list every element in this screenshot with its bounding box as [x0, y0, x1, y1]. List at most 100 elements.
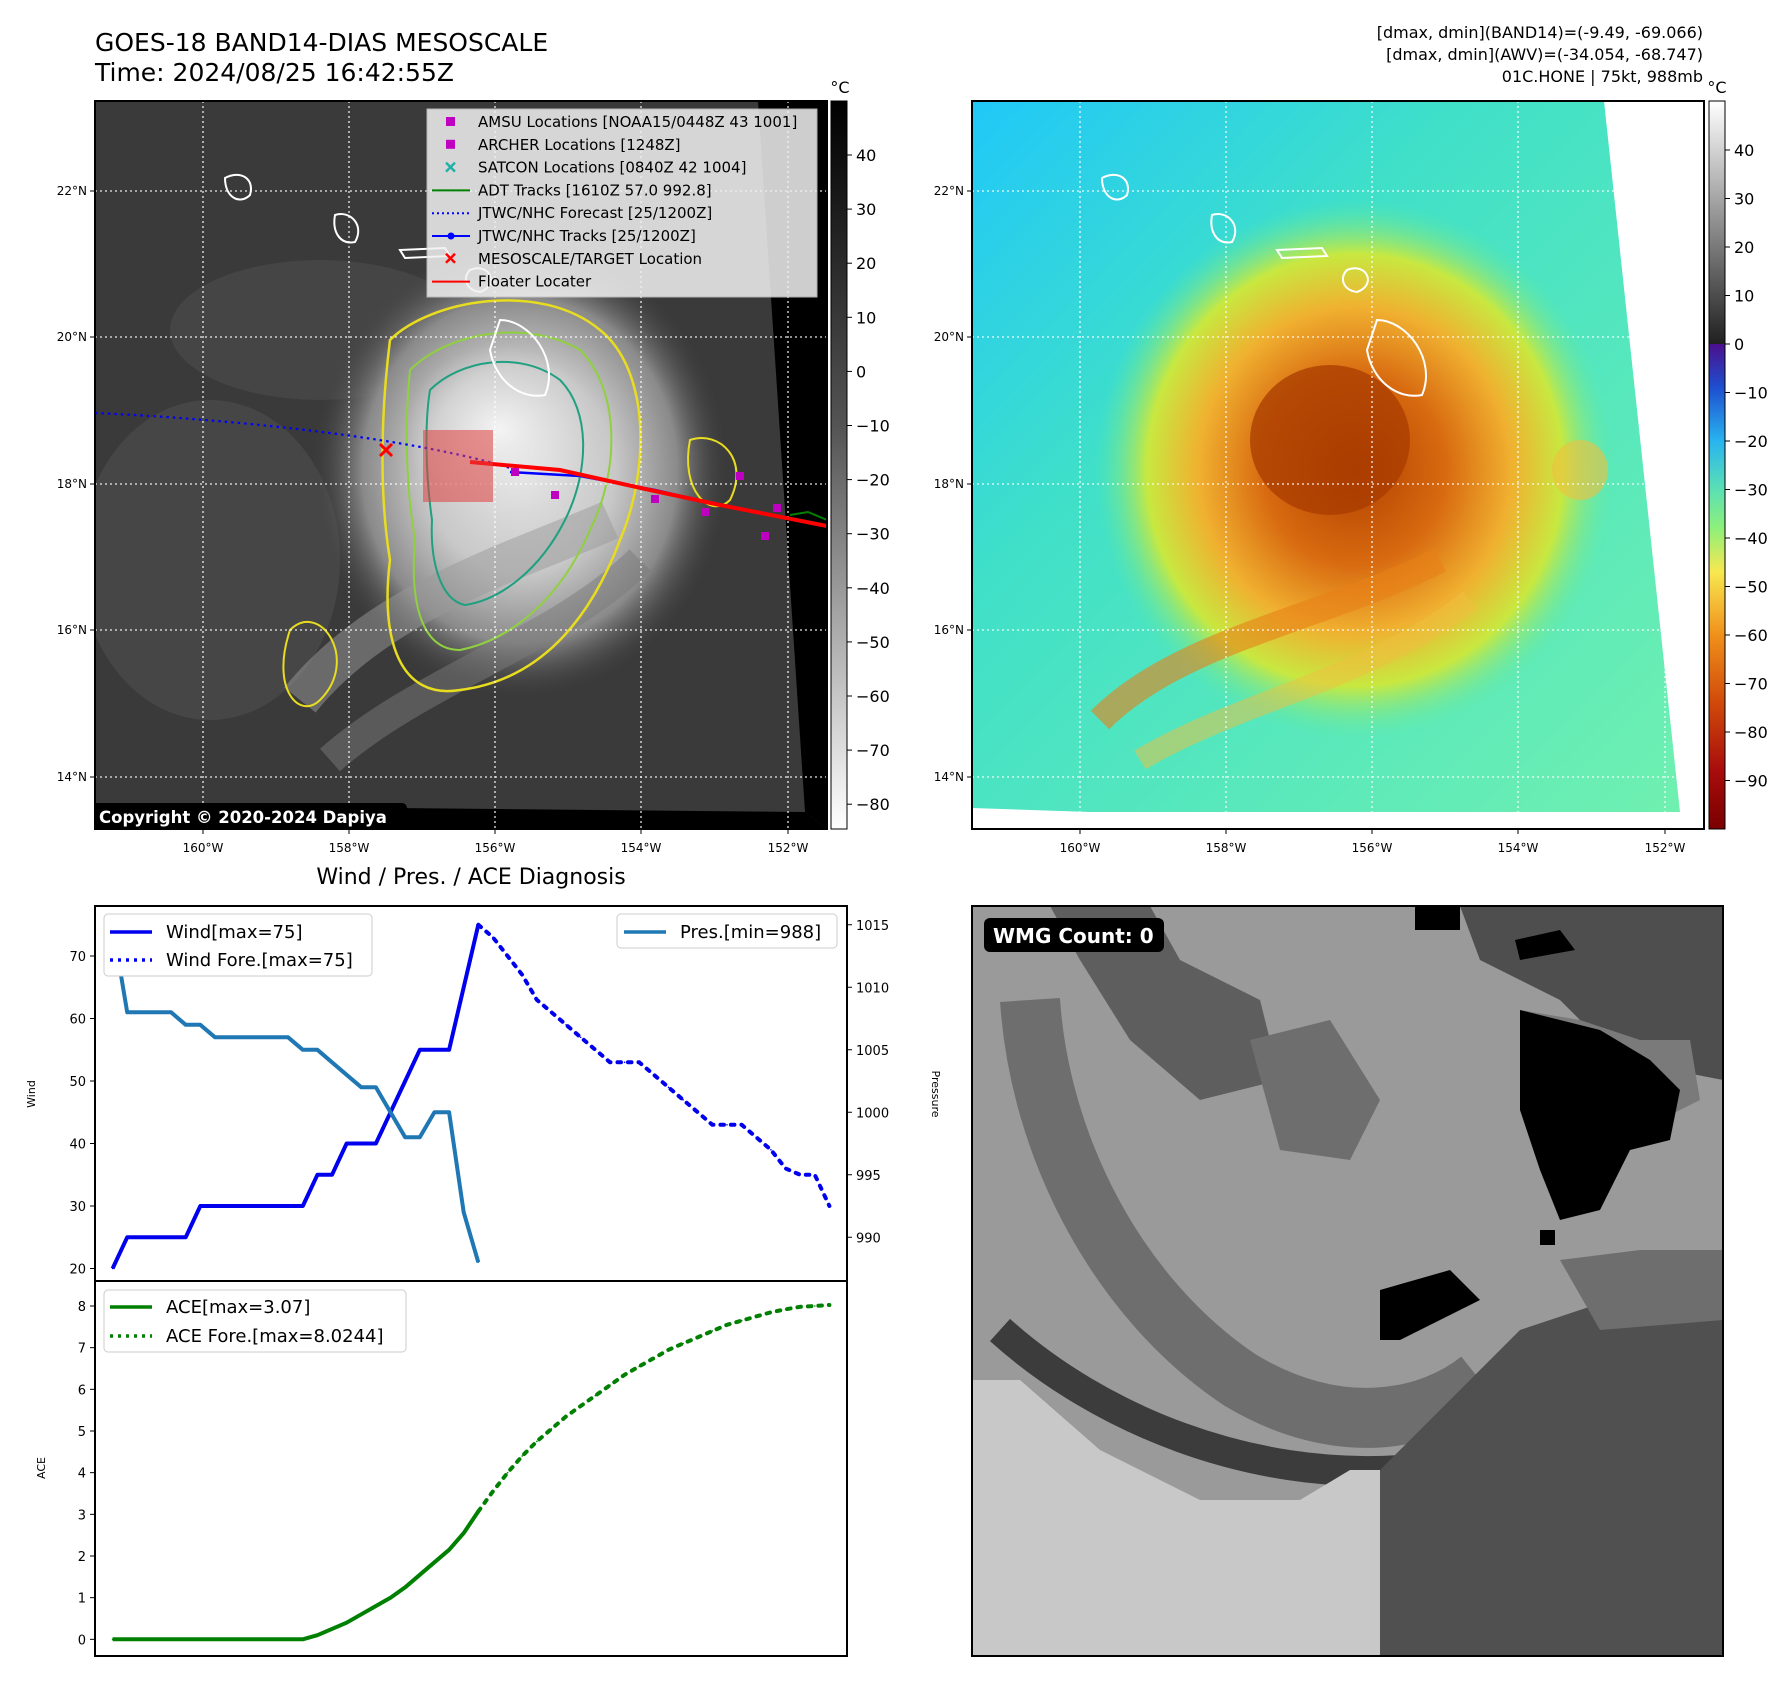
wind-point: [126, 1236, 128, 1239]
cbar-unit-left: °C: [830, 78, 849, 97]
ace-tick-label: 5: [78, 1425, 86, 1440]
dmax-band14: [dmax, dmin](BAND14)=(-9.49, -69.066): [1377, 23, 1703, 42]
wind-point: [433, 1049, 436, 1051]
pressure-point: [316, 1049, 319, 1051]
pressure-axis-label: Pressure: [929, 1071, 942, 1118]
ace-forecast-point: [740, 1319, 743, 1322]
map-legend-item: JTWC/NHC Forecast [25/1200Z]: [432, 204, 712, 222]
awv-map-panel: 22°N 20°N 18°N 16°N 14°N 160°W 158°W 156°W 154°W…: [934, 100, 1705, 855]
pressure-point: [243, 1036, 245, 1039]
cbar-left-tick: 30: [856, 200, 876, 219]
wind-tick-label: 30: [69, 1200, 86, 1215]
map-legend-label: JTWC/NHC Forecast [25/1200Z]: [477, 204, 712, 222]
ir-map-lon-label: 154°W: [621, 841, 662, 855]
map-legend-item: ADT Tracks [1610Z 57.0 992.8]: [432, 181, 712, 199]
ace-forecast-point: [492, 1490, 494, 1493]
cbar-right-tick: 20: [1734, 238, 1754, 257]
awv-map-lon-label: 156°W: [1352, 841, 1393, 855]
wind-forecast-point: [770, 1149, 772, 1151]
cbar-unit-right: °C: [1707, 78, 1726, 97]
wind-forecast-point: [799, 1174, 801, 1176]
cbar-left-tick: 10: [856, 308, 876, 327]
map-legend-label: Floater Locater: [478, 273, 592, 291]
wind-tick-label: 20: [69, 1263, 86, 1278]
ir-map-lat-label: 18°N: [57, 477, 87, 491]
ace-forecast-point: [550, 1428, 553, 1430]
legend-wind: Wind[max=75]: [166, 922, 303, 943]
pressure-point: [272, 1036, 275, 1039]
wind-point: [404, 1080, 407, 1082]
ace-forecast-point: [638, 1365, 640, 1368]
wind-point: [111, 1267, 114, 1270]
ace-point: [375, 1605, 377, 1607]
awv-map-lat-label: 14°N: [934, 770, 964, 784]
wmg-count-label: WMG Count: 0: [993, 924, 1154, 948]
ir-map-panel: AMSU Locations [NOAA15/0448Z 43 1001] ARC…: [57, 100, 828, 855]
ir-map-lon-label: 156°W: [475, 841, 516, 855]
pressure-point: [228, 1036, 231, 1039]
pressure-point: [419, 1136, 421, 1139]
pressure-point: [448, 1111, 450, 1114]
wind-forecast-point: [579, 1036, 582, 1039]
ace-forecast-point: [697, 1336, 699, 1339]
ace-forecast-point: [623, 1374, 626, 1376]
pressure-tick-label: 990: [856, 1231, 881, 1246]
cbar-right-tick: 10: [1734, 287, 1754, 306]
wind-forecast-point: [521, 974, 523, 976]
ace-tick-label: 6: [78, 1383, 86, 1398]
map-legend-item: JTWC/NHC Tracks [25/1200Z]: [432, 227, 696, 245]
wind-legend: Wind[max=75] Wind Fore.[max=75]: [103, 913, 373, 977]
legend-wind-fore: Wind Fore.[max=75]: [166, 950, 353, 971]
ace-forecast-point: [667, 1349, 670, 1351]
dmax-awv: [dmax, dmin](AWV)=(-34.054, -68.747): [1386, 45, 1703, 64]
ace-point: [302, 1638, 304, 1641]
ace-series-line: [112, 1510, 480, 1642]
wind-forecast-point: [667, 1086, 670, 1089]
cbar-right-tick: 30: [1734, 190, 1754, 209]
ace-point: [433, 1561, 436, 1564]
cbar-left-tick: 0: [856, 362, 866, 381]
legend-ace-fore: ACE Fore.[max=8.0244]: [166, 1326, 384, 1347]
pressure-point: [345, 1074, 348, 1076]
ace-point: [331, 1628, 333, 1630]
ace-forecast-point: [506, 1471, 509, 1474]
awv-map-lat-label: 20°N: [934, 330, 964, 344]
pressure-point: [214, 1036, 216, 1039]
awv-map-lon-label: 154°W: [1498, 841, 1539, 855]
pressure-point: [199, 1024, 202, 1026]
cbar-left-tick: −40: [856, 579, 890, 598]
wind-forecast-point: [638, 1061, 640, 1064]
wind-point: [155, 1236, 158, 1239]
pressure-tick-label: 1015: [856, 919, 889, 934]
pressure-point: [258, 1036, 260, 1039]
ace-forecast-point: [784, 1308, 787, 1311]
cbar-left-tick: −80: [856, 795, 890, 814]
awv-map-lat-label: 16°N: [934, 623, 964, 637]
ace-forecast-point: [755, 1315, 758, 1318]
cbar-right-tick: 0: [1734, 335, 1744, 354]
pressure-point: [389, 1111, 392, 1114]
ir-map-lat-label: 20°N: [57, 330, 87, 344]
pressure-point: [375, 1086, 377, 1089]
cbar-right-tick: −70: [1734, 675, 1768, 694]
cbar-left-tick: −50: [856, 633, 890, 652]
awv-map-lon-label: 158°W: [1206, 841, 1247, 855]
ir-map-lon-label: 160°W: [183, 841, 224, 855]
map-legend-label: MESOSCALE/TARGET Location: [478, 250, 702, 268]
wind-forecast-point: [536, 999, 538, 1001]
ace-point: [316, 1634, 319, 1636]
ace-forecast-point: [521, 1455, 523, 1457]
cbar-left-tick: −70: [856, 741, 890, 760]
awv-colorbar: °C 40 30 20 10 0 −10 −20 −30 −40 −50 −60 −70 −80 −90: [1707, 78, 1768, 830]
cbar-left-tick: −30: [856, 525, 890, 544]
ace-forecast-point: [565, 1415, 567, 1418]
awv-map-lat-label: 18°N: [934, 477, 964, 491]
cbar-right-tick: −30: [1734, 481, 1768, 500]
ace-forecast-point: [711, 1330, 714, 1332]
ace-tick-label: 3: [78, 1508, 86, 1523]
pressure-point: [155, 1011, 158, 1014]
ir-map-lat-label: 16°N: [57, 623, 87, 637]
pressure-point: [433, 1111, 436, 1114]
ace-point: [258, 1638, 260, 1641]
wind-point: [243, 1205, 245, 1207]
